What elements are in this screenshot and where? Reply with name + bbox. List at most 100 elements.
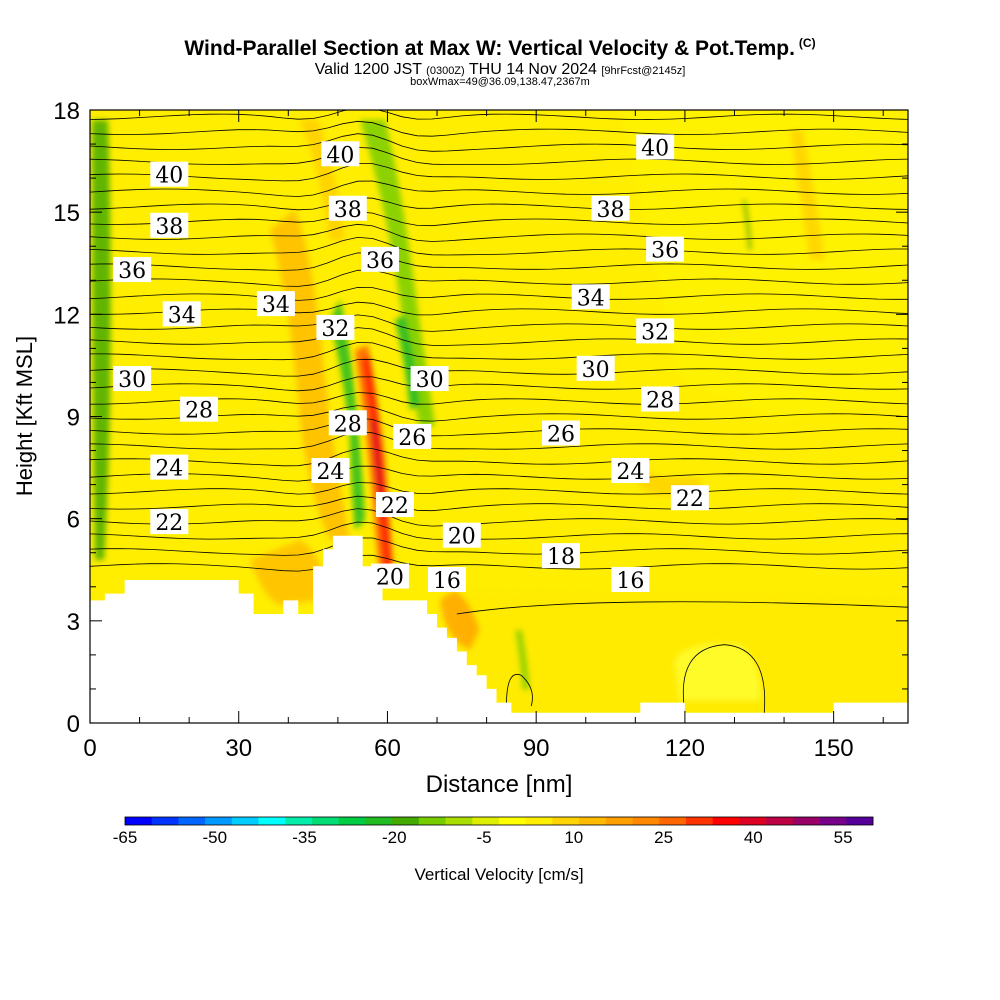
isentrope-line xyxy=(90,521,908,540)
isentrope-label-text: 40 xyxy=(641,136,669,161)
isentrope-line xyxy=(90,405,908,422)
y-tick-label: 3 xyxy=(67,609,80,636)
isentrope-label: 22 xyxy=(150,509,189,536)
isentrope-labels: 40 40 40 38 38 38 36 36 36 34 34 34 32 32 30 30 30 28 28 28… xyxy=(113,134,709,594)
isentrope-label-text: 40 xyxy=(155,164,183,189)
isentrope-line xyxy=(90,286,908,301)
isentrope-label: 38 xyxy=(150,212,189,240)
colorbar-swatch xyxy=(231,817,259,825)
isentrope-label-bg xyxy=(636,318,675,344)
isentrope-label-bg xyxy=(370,563,409,589)
isentrope-label: 30 xyxy=(113,366,152,393)
colorbar-tick-label: 10 xyxy=(564,828,583,847)
colorbar-swatch xyxy=(739,817,767,825)
isentrope-label: 36 xyxy=(361,246,400,274)
isentrope-line xyxy=(682,644,766,713)
isentrope-label-bg xyxy=(150,509,189,535)
colorbar-frame xyxy=(124,816,874,826)
colorbar-swatch xyxy=(792,817,820,825)
colorbar-tick-label: -5 xyxy=(476,828,491,847)
y-tick-label: 9 xyxy=(67,405,80,432)
isentrope-label: 26 xyxy=(541,420,580,448)
isentrope-line xyxy=(90,465,908,482)
isentrope-line xyxy=(90,537,908,556)
isentrope-label: 34 xyxy=(571,284,610,311)
colorbar-swatch xyxy=(819,817,847,825)
isentrope-label: 32 xyxy=(316,314,355,342)
isentrope-label-text: 16 xyxy=(616,569,644,594)
isentrope-line xyxy=(90,327,908,346)
colorbar-swatch xyxy=(659,817,687,825)
isentrope-label: 36 xyxy=(646,236,685,264)
isentrope-label: 16 xyxy=(427,566,466,594)
x-tick-label: 150 xyxy=(814,735,854,762)
isentrope-label-bg xyxy=(316,314,355,340)
isentrope-label-text: 32 xyxy=(321,317,349,342)
colorbar-tick-label: 55 xyxy=(834,828,853,847)
x-axis-label: Distance [nm] xyxy=(426,771,573,798)
x-tick-label: 30 xyxy=(225,735,252,762)
y-tick-label: 15 xyxy=(53,200,80,227)
colorbar-swatch xyxy=(285,817,313,825)
isentrope-label-bg xyxy=(361,246,400,272)
isentrope-label-text: 22 xyxy=(155,511,183,536)
isentrope-label-bg xyxy=(393,423,432,449)
isentrope-label-bg xyxy=(646,236,685,262)
isentrope-label-text: 36 xyxy=(118,259,146,284)
isentrope-label-text: 28 xyxy=(646,388,674,413)
x-tick-label: 90 xyxy=(523,735,550,762)
isentrope-label-text: 22 xyxy=(676,487,704,512)
isentrope-label-bg xyxy=(576,355,615,381)
colorbar-swatch xyxy=(472,817,500,825)
isentrope-label-bg xyxy=(113,257,152,283)
isentrope-label: 18 xyxy=(541,543,580,570)
isentrope-label: 40 xyxy=(321,141,360,168)
colorbar-tick-label: 25 xyxy=(654,828,673,847)
downdraft-lower xyxy=(515,630,530,690)
isentrope-label-text: 28 xyxy=(334,412,362,437)
isentrope-label: 34 xyxy=(256,291,295,318)
isentrope-label-text: 32 xyxy=(641,320,669,345)
isentrope-label-bg xyxy=(641,386,680,412)
colorbar-swatch xyxy=(632,817,660,825)
colorbar-swatch xyxy=(525,817,553,825)
isentrope-line xyxy=(456,601,908,615)
isentrope-label-text: 34 xyxy=(262,293,290,318)
isentrope-line xyxy=(90,495,908,512)
colorbar-tick-label: -65 xyxy=(113,828,138,847)
chart-title: Wind-Parallel Section at Max W: Vertical… xyxy=(184,36,816,60)
isentrope-label: 36 xyxy=(113,257,152,284)
isentrope-line xyxy=(90,392,908,405)
colorbar-swatch xyxy=(338,817,366,825)
isentrope-label: 30 xyxy=(410,366,449,393)
isentrope-label-bg xyxy=(375,492,414,518)
isentrope-label: 20 xyxy=(442,522,481,550)
isentrope-label-text: 24 xyxy=(155,457,183,482)
isentrope-line xyxy=(90,314,908,332)
isentrope-label: 24 xyxy=(311,457,350,485)
x-tick-label: 120 xyxy=(665,735,705,762)
isentrope-line xyxy=(90,431,908,450)
isentrope-label-text: 20 xyxy=(448,525,476,550)
y-axis-label: Height [Kft MSL] xyxy=(12,336,37,496)
colorbar-swatch xyxy=(712,817,740,825)
isentrope-label: 28 xyxy=(180,396,219,424)
downdraft-east-small xyxy=(742,200,752,250)
y-tick-label: 12 xyxy=(53,302,80,329)
isentrope-label: 40 xyxy=(636,134,675,161)
isentrope-line xyxy=(90,197,908,211)
isentrope-label: 24 xyxy=(611,457,650,485)
chart-box-info: boxWmax=49@36.09,138.47,2367m xyxy=(410,76,590,88)
isentrope-line xyxy=(90,269,908,287)
colorbar-swatch xyxy=(499,817,527,825)
isentrope-label-bg xyxy=(611,566,650,592)
colorbar-swatch xyxy=(445,817,473,825)
isentrope-label-bg xyxy=(541,420,580,446)
isentrope-label-text: 26 xyxy=(547,423,575,448)
colorbar-swatch xyxy=(392,817,420,825)
isentrope-line xyxy=(90,554,908,572)
isentrope-label: 30 xyxy=(576,355,615,383)
isentrope-line xyxy=(90,92,908,107)
isentrope-label: 34 xyxy=(162,301,201,328)
